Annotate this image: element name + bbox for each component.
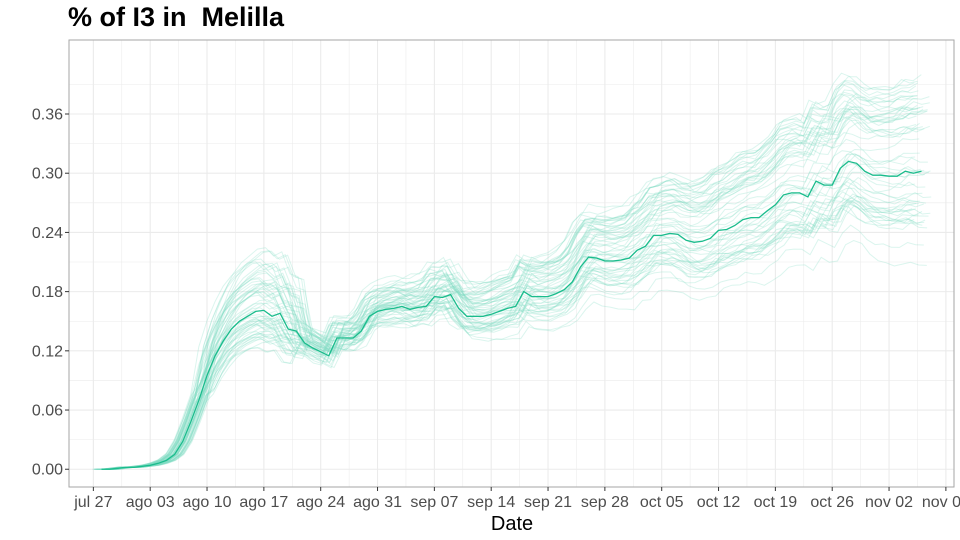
simulation-line [92,195,913,470]
x-tick-label: jul 27 [73,494,112,511]
simulation-line [104,114,925,470]
simulation-line [102,199,923,470]
simulation-line [97,78,918,470]
y-tick-label: 0.36 [32,107,63,124]
simulation-line [99,138,920,470]
simulation-line [95,150,916,470]
simulation-line [97,100,918,470]
grid-lines [69,40,954,487]
simulation-line [105,193,926,470]
simulation-line [94,176,915,470]
x-tick-label: oct 19 [754,494,798,511]
simulation-line [102,203,923,470]
x-tick-label: ago 03 [126,494,175,511]
simulation-lines [92,72,932,470]
simulation-line [98,197,919,470]
simulation-line [99,181,920,470]
simulation-line [102,119,923,470]
simulation-line [96,110,917,470]
x-tick-label: ago 17 [239,494,288,511]
simulation-line [108,195,929,470]
chart-title: % of I3 in Melilla [68,2,285,32]
simulation-line [100,159,922,470]
simulation-line [104,197,925,470]
simulation-line [95,84,917,470]
simulation-line [110,195,931,470]
x-axis-title: Date [491,513,533,535]
simulation-line [109,93,930,470]
simulation-line [98,83,919,470]
simulation-line [103,200,924,470]
y-tick-label: 0.12 [32,343,63,360]
x-tick-label: sep 07 [410,494,458,511]
series-line [101,160,922,470]
x-tick-label: sep 28 [581,494,629,511]
simulation-line [106,106,927,470]
simulation-line [99,116,920,470]
simulation-line [96,183,917,470]
x-tick-label: ago 10 [183,494,232,511]
simulation-line [109,122,930,470]
simulation-line [94,204,915,470]
y-tick-label: 0.18 [32,284,63,301]
simulation-line [97,127,918,470]
simulation-line [111,176,932,470]
simulation-line [99,187,920,470]
simulation-line [97,80,919,470]
simulation-line [105,200,926,470]
x-tick-label: nov 02 [865,494,913,511]
simulation-line [103,106,924,470]
simulation-line [108,153,930,470]
x-tick-label: sep 14 [467,494,515,511]
x-tick-label: oct 12 [697,494,741,511]
y-tick-label: 0.24 [32,225,63,242]
axes: 0.00 0.06 0.12 0.18 0.24 0.30 0.36 jul 27 ago 03… [32,107,960,511]
simulation-line [107,109,928,470]
x-tick-label: nov 09 [922,494,960,511]
simulation-line [107,148,928,470]
simulation-line [104,153,925,470]
simulation-line [94,207,915,470]
simulation-line [96,91,918,470]
simulation-line [97,89,918,470]
simulation-line [99,152,920,470]
y-tick-label: 0.30 [32,166,63,183]
simulation-line [107,110,928,470]
panel-border [68,39,955,488]
simulation-line [93,93,914,470]
x-tick-label: ago 24 [296,494,345,511]
simulation-line [103,224,924,470]
simulation-line [103,108,924,470]
x-tick-label: oct 26 [810,494,854,511]
simulation-line [101,74,922,470]
simulation-line [105,171,926,470]
simulation-line [94,72,915,470]
simulation-line [104,162,925,470]
simulation-line [109,96,930,470]
simulation-line [110,163,931,470]
simulation-line [99,104,921,470]
simulation-line [97,104,918,470]
x-tick-label: oct 05 [640,494,684,511]
y-tick-label: 0.00 [32,462,63,479]
x-tick-label: sep 21 [524,494,572,511]
x-tick-label: ago 31 [353,494,402,511]
y-tick-label: 0.06 [32,403,63,420]
simulation-line [102,178,923,470]
simulation-line [95,116,917,470]
simulation-line [107,205,928,470]
simulation-line [93,107,914,470]
simulation-line [95,191,916,470]
simulation-line [106,239,927,470]
series-layer [101,160,922,470]
